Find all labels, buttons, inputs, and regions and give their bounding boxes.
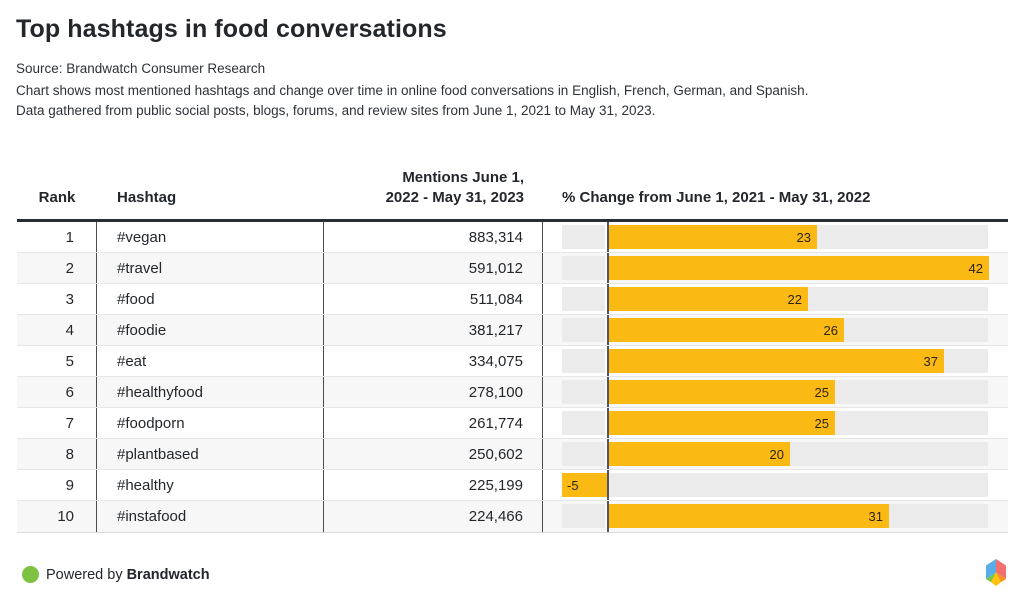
- change-bar-cell: 22: [543, 284, 1008, 314]
- mentions-cell: 334,075: [324, 346, 543, 376]
- mentions-cell: 261,774: [324, 408, 543, 438]
- hashtag-cell: #healthy: [97, 470, 324, 500]
- hashtag-cell: #travel: [97, 253, 324, 283]
- zero-axis-line: [607, 284, 609, 314]
- description-line-1: Chart shows most mentioned hashtags and …: [16, 83, 809, 98]
- brandwatch-dot-icon: [22, 566, 39, 583]
- table-row: 3 #food 511,084 22: [17, 284, 1008, 315]
- mentions-cell: 883,314: [324, 222, 543, 252]
- table-row: 10 #instafood 224,466 31: [17, 501, 1008, 532]
- zero-axis-line: [607, 346, 609, 376]
- hashtag-cell: #eat: [97, 346, 324, 376]
- hashtag-cell: #instafood: [97, 501, 324, 532]
- zero-axis-line: [607, 439, 609, 469]
- change-bar-cell: 31: [543, 501, 1008, 532]
- brandwatch-brand-text: Brandwatch: [126, 566, 210, 583]
- description-line-2: Data gathered from public social posts, …: [16, 103, 656, 118]
- change-bar-cell: 20: [543, 439, 1008, 469]
- table-header-row: Rank Hashtag Mentions June 1, 2022 - May…: [17, 160, 1008, 222]
- column-header-change: % Change from June 1, 2021 - May 31, 202…: [562, 189, 871, 206]
- table-row: 2 #travel 591,012 42: [17, 253, 1008, 284]
- mentions-cell: 250,602: [324, 439, 543, 469]
- zero-axis-line: [607, 315, 609, 345]
- change-bar: 22: [609, 287, 808, 311]
- mentions-cell: 381,217: [324, 315, 543, 345]
- change-bar-cell: 25: [543, 377, 1008, 407]
- table-row: 4 #foodie 381,217 26: [17, 315, 1008, 346]
- zero-axis-line: [607, 377, 609, 407]
- bar-track-positive: [609, 473, 988, 497]
- bar-track-negative: [562, 411, 605, 435]
- change-bar: 26: [609, 318, 844, 342]
- rank-cell: 4: [17, 315, 97, 345]
- rank-cell: 7: [17, 408, 97, 438]
- rank-cell: 1: [17, 222, 97, 252]
- change-bar: 23: [609, 225, 817, 249]
- change-bar: 25: [609, 380, 835, 404]
- change-bar: 37: [609, 349, 944, 373]
- change-bar-cell: 25: [543, 408, 1008, 438]
- bar-track-negative: [562, 380, 605, 404]
- rank-cell: 3: [17, 284, 97, 314]
- source-text: Source: Brandwatch Consumer Research: [16, 61, 266, 76]
- table-row: 6 #healthyfood 278,100 25: [17, 377, 1008, 408]
- rank-cell: 2: [17, 253, 97, 283]
- zero-axis-line: [607, 222, 609, 252]
- mentions-cell: 511,084: [324, 284, 543, 314]
- bar-track-negative: [562, 442, 605, 466]
- hashtag-cell: #food: [97, 284, 324, 314]
- table-row: 1 #vegan 883,314 23: [17, 222, 1008, 253]
- column-header-mentions: Mentions June 1, 2022 - May 31, 2023: [385, 169, 524, 206]
- mentions-cell: 224,466: [324, 501, 543, 532]
- bar-track-negative: [562, 504, 605, 528]
- column-header-rank: Rank: [38, 189, 76, 206]
- zero-axis-line: [607, 470, 609, 500]
- page-title: Top hashtags in food conversations: [16, 15, 447, 43]
- mentions-cell: 225,199: [324, 470, 543, 500]
- mentions-cell: 591,012: [324, 253, 543, 283]
- bar-track-negative: [562, 287, 605, 311]
- bar-track-negative: [562, 256, 605, 280]
- brandwatch-hexagon-logo-icon: [986, 559, 1006, 586]
- rank-cell: 5: [17, 346, 97, 376]
- hashtag-cell: #healthyfood: [97, 377, 324, 407]
- powered-by-text: Powered by: [46, 566, 123, 583]
- zero-axis-line: [607, 253, 609, 283]
- change-bar: 42: [609, 256, 989, 280]
- rank-cell: 9: [17, 470, 97, 500]
- change-bar: 20: [609, 442, 790, 466]
- table-row: 5 #eat 334,075 37: [17, 346, 1008, 377]
- rank-cell: 8: [17, 439, 97, 469]
- change-bar-cell: 26: [543, 315, 1008, 345]
- change-bar-cell: 42: [543, 253, 1008, 283]
- rank-cell: 6: [17, 377, 97, 407]
- change-bar: 31: [609, 504, 889, 528]
- zero-axis-line: [607, 501, 609, 532]
- bar-track-negative: [562, 225, 605, 249]
- hashtag-cell: #foodporn: [97, 408, 324, 438]
- hashtag-table: Rank Hashtag Mentions June 1, 2022 - May…: [17, 160, 1008, 533]
- bar-track-negative: [562, 349, 605, 373]
- table-row: 8 #plantbased 250,602 20: [17, 439, 1008, 470]
- column-header-hashtag: Hashtag: [117, 189, 177, 206]
- table-body: 1 #vegan 883,314 23 2 #travel 591,012 42…: [17, 222, 1008, 533]
- table-row: 9 #healthy 225,199 -5: [17, 470, 1008, 501]
- powered-by-footer: Powered by Brandwatch: [22, 566, 210, 583]
- mentions-cell: 278,100: [324, 377, 543, 407]
- rank-cell: 10: [17, 501, 97, 532]
- change-bar: -5: [562, 473, 607, 497]
- table-row: 7 #foodporn 261,774 25: [17, 408, 1008, 439]
- change-bar-cell: 23: [543, 222, 1008, 252]
- change-bar-cell: 37: [543, 346, 1008, 376]
- hashtag-cell: #foodie: [97, 315, 324, 345]
- bar-track-negative: [562, 318, 605, 342]
- hashtag-cell: #plantbased: [97, 439, 324, 469]
- zero-axis-line: [607, 408, 609, 438]
- hashtag-cell: #vegan: [97, 222, 324, 252]
- change-bar: 25: [609, 411, 835, 435]
- change-bar-cell: -5: [543, 470, 1008, 500]
